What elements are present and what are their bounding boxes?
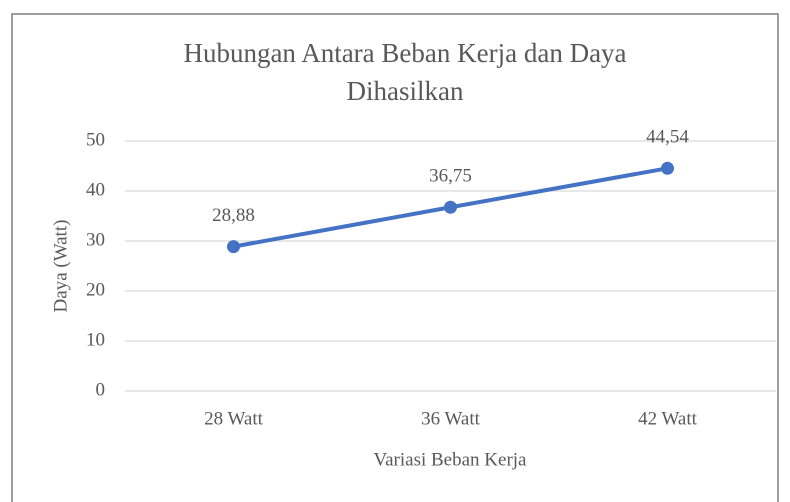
y-tick-label: 40: [86, 179, 105, 200]
y-axis-label: Daya (Watt): [50, 220, 71, 313]
chart-title: Hubungan Antara Beban Kerja dan Daya Dih…: [183, 38, 627, 106]
data-point: [444, 200, 457, 214]
y-tick-label: 30: [86, 229, 105, 250]
x-tick-label: 36 Watt: [421, 408, 481, 429]
x-tick-label: 28 Watt: [204, 408, 264, 429]
data-label: 44,54: [646, 127, 689, 148]
x-axis-label: Variasi Beban Kerja: [374, 449, 528, 470]
y-tick-label: 20: [86, 279, 105, 300]
y-tick-label: 10: [86, 329, 105, 350]
chart-border: [11, 13, 779, 502]
y-tick-label: 0: [96, 379, 106, 400]
data-label: 36,75: [429, 166, 472, 187]
data-point: [227, 240, 240, 254]
data-point: [661, 161, 674, 175]
y-tick-label: 50: [86, 129, 105, 150]
data-label: 28,88: [212, 205, 255, 226]
x-tick-label: 42 Watt: [638, 408, 698, 429]
